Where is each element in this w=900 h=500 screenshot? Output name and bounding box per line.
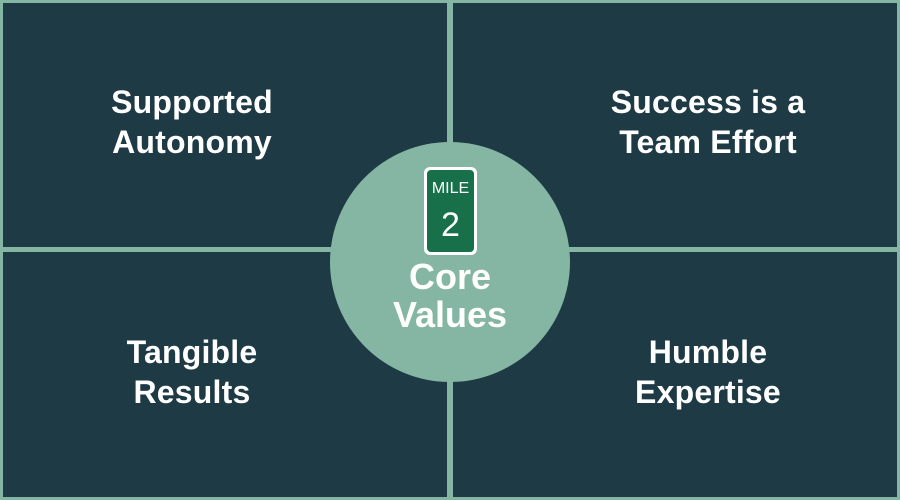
mile-marker-word: MILE xyxy=(431,180,470,197)
mile-marker-number: 2 xyxy=(441,206,460,244)
mile-marker-face: MILE 2 xyxy=(427,170,474,252)
value-team-effort: Success is a Team Effort xyxy=(610,84,806,160)
value-tangible-results: Tangible Results xyxy=(126,334,258,410)
center-title: Core Values xyxy=(392,256,508,335)
mile-marker-icon: MILE 2 xyxy=(424,167,477,255)
value-humble-expertise: Humble Expertise xyxy=(635,334,781,410)
value-supported-autonomy: Supported Autonomy xyxy=(111,84,273,160)
